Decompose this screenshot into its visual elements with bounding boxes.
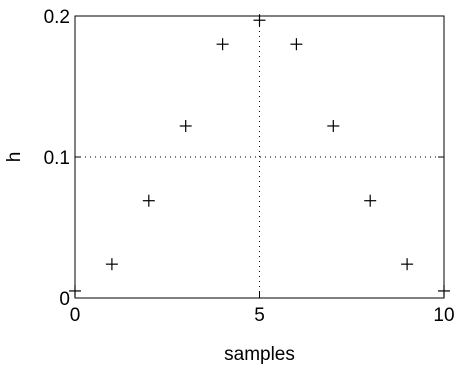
data-point-marker (364, 194, 377, 207)
y-tick-labels: 0 0.1 0.2 (44, 7, 70, 310)
y-axis-label: h (4, 152, 25, 163)
data-point-marker (179, 119, 192, 132)
data-point-marker (253, 14, 266, 27)
x-tick-labels: 0 5 10 (70, 305, 455, 326)
data-point-marker (216, 38, 229, 51)
data-point-marker (69, 284, 81, 297)
x-tick-label: 0 (70, 305, 81, 326)
x-tick-label: 10 (433, 305, 454, 326)
data-point-marker (401, 258, 414, 271)
y-tick-label: 0.1 (44, 148, 70, 169)
data-point-marker (105, 258, 118, 271)
x-tick-label: 5 (254, 305, 265, 326)
data-point-marker (290, 38, 303, 51)
data-point-marker (327, 119, 340, 132)
data-point-marker (438, 284, 450, 297)
data-point-marker (142, 194, 155, 207)
y-tick-label: 0 (59, 289, 70, 310)
data-markers (69, 14, 450, 297)
y-tick-label: 0.2 (44, 7, 70, 28)
x-axis-label: samples (224, 344, 295, 365)
grid-lines (75, 16, 444, 298)
